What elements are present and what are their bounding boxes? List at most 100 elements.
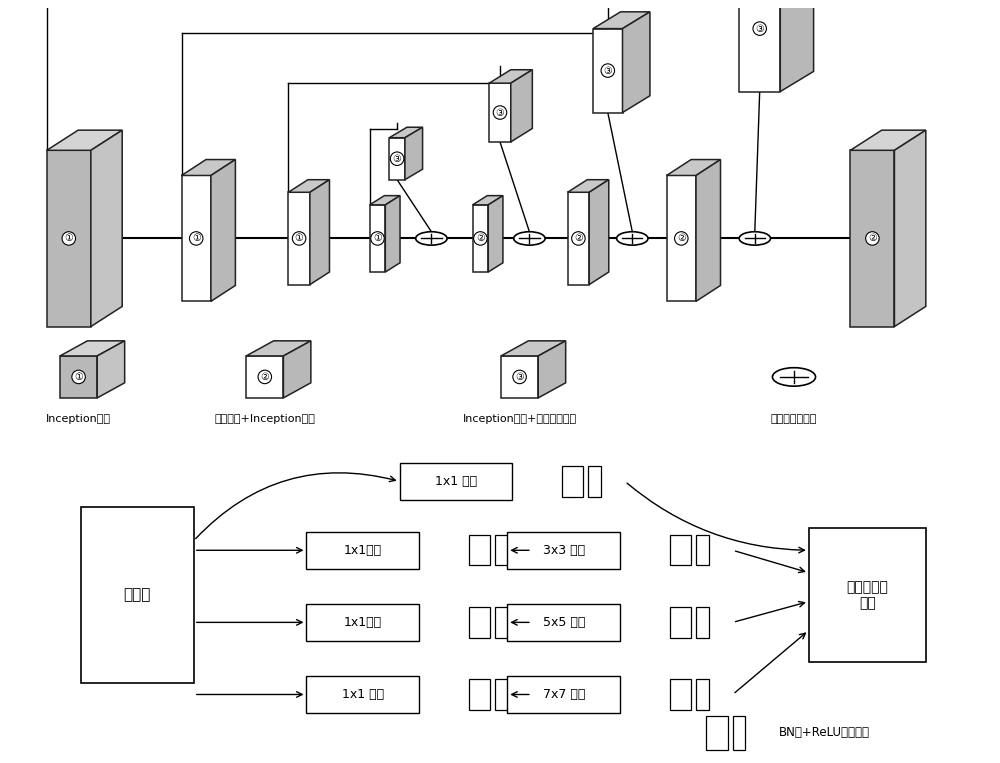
Circle shape <box>739 232 770 245</box>
Polygon shape <box>97 341 125 398</box>
Polygon shape <box>538 341 566 398</box>
Polygon shape <box>894 130 926 327</box>
Bar <box>495 607 508 638</box>
Bar <box>706 716 728 750</box>
Polygon shape <box>182 159 235 175</box>
Polygon shape <box>667 159 721 175</box>
Text: ②: ② <box>260 372 269 382</box>
Polygon shape <box>370 204 385 272</box>
Bar <box>733 716 745 750</box>
Bar <box>507 532 620 568</box>
Bar <box>400 463 512 500</box>
Bar <box>696 679 709 710</box>
Bar <box>507 676 620 713</box>
Polygon shape <box>511 69 532 142</box>
Text: 上一层: 上一层 <box>124 588 151 603</box>
Bar <box>670 607 691 638</box>
Circle shape <box>772 368 816 386</box>
Bar <box>469 679 490 710</box>
Polygon shape <box>501 341 566 356</box>
Bar <box>507 604 620 641</box>
Bar <box>696 607 709 638</box>
Circle shape <box>416 232 447 245</box>
Polygon shape <box>850 130 926 150</box>
Text: 1x1卷积: 1x1卷积 <box>344 544 382 557</box>
Text: 特征图通道
融合: 特征图通道 融合 <box>847 580 888 610</box>
Polygon shape <box>593 11 650 28</box>
Polygon shape <box>91 130 122 327</box>
Text: BN层+ReLU激活函数: BN层+ReLU激活函数 <box>779 726 870 739</box>
Polygon shape <box>47 150 91 327</box>
Bar <box>81 507 194 684</box>
Polygon shape <box>473 195 503 204</box>
Polygon shape <box>47 130 122 150</box>
Polygon shape <box>739 0 780 92</box>
Bar <box>809 528 926 662</box>
Polygon shape <box>667 175 696 301</box>
Polygon shape <box>622 11 650 112</box>
Text: 5x5 卷积: 5x5 卷积 <box>543 616 585 629</box>
Polygon shape <box>310 179 329 285</box>
Circle shape <box>514 232 545 245</box>
Polygon shape <box>246 341 311 356</box>
Polygon shape <box>589 179 609 285</box>
Bar <box>469 607 490 638</box>
Text: 平均池化+Inception模块: 平均池化+Inception模块 <box>214 414 315 424</box>
Text: ①: ① <box>295 233 303 243</box>
Text: 1x1 卷积: 1x1 卷积 <box>435 475 477 488</box>
Polygon shape <box>501 356 538 398</box>
Polygon shape <box>593 28 622 112</box>
Polygon shape <box>370 195 400 204</box>
Text: ①: ① <box>192 233 201 243</box>
Bar <box>670 679 691 710</box>
Bar <box>562 466 583 497</box>
Text: 特征图通道叠加: 特征图通道叠加 <box>771 414 817 424</box>
Text: 7x7 卷积: 7x7 卷积 <box>543 688 585 701</box>
Text: ①: ① <box>64 233 73 243</box>
Bar <box>670 535 691 565</box>
Bar <box>495 679 508 710</box>
Polygon shape <box>488 195 503 272</box>
Polygon shape <box>60 356 97 398</box>
Circle shape <box>617 232 648 245</box>
Text: ①: ① <box>373 233 382 243</box>
Polygon shape <box>473 204 488 272</box>
Polygon shape <box>283 341 311 398</box>
Polygon shape <box>389 137 405 180</box>
Polygon shape <box>385 195 400 272</box>
Polygon shape <box>568 179 609 192</box>
Polygon shape <box>246 356 283 398</box>
Text: Inception模块+双线性上采样: Inception模块+双线性上采样 <box>463 414 577 424</box>
Polygon shape <box>211 159 235 301</box>
Polygon shape <box>489 69 532 83</box>
Text: Inception模块: Inception模块 <box>46 414 111 424</box>
Polygon shape <box>60 341 125 356</box>
Text: ③: ③ <box>603 66 612 76</box>
Bar <box>306 676 419 713</box>
Text: ③: ③ <box>755 24 764 34</box>
Text: ②: ② <box>868 233 877 243</box>
Bar <box>306 532 419 568</box>
Polygon shape <box>182 175 211 301</box>
Bar <box>696 535 709 565</box>
Bar <box>306 604 419 641</box>
Polygon shape <box>568 192 589 285</box>
Text: 1x1卷积: 1x1卷积 <box>344 616 382 629</box>
Text: ③: ③ <box>515 372 524 382</box>
Bar <box>588 466 601 497</box>
Text: ③: ③ <box>393 153 401 164</box>
Polygon shape <box>389 127 423 137</box>
Polygon shape <box>405 127 423 180</box>
Text: 3x3 卷积: 3x3 卷积 <box>543 544 585 557</box>
Polygon shape <box>288 179 329 192</box>
Text: ②: ② <box>476 233 485 243</box>
Text: 1x1 卷积: 1x1 卷积 <box>342 688 384 701</box>
Polygon shape <box>288 192 310 285</box>
Polygon shape <box>850 150 894 327</box>
Polygon shape <box>780 0 814 92</box>
Text: ②: ② <box>677 233 686 243</box>
Polygon shape <box>489 83 511 142</box>
Bar <box>469 535 490 565</box>
Text: ②: ② <box>574 233 583 243</box>
Polygon shape <box>696 159 721 301</box>
